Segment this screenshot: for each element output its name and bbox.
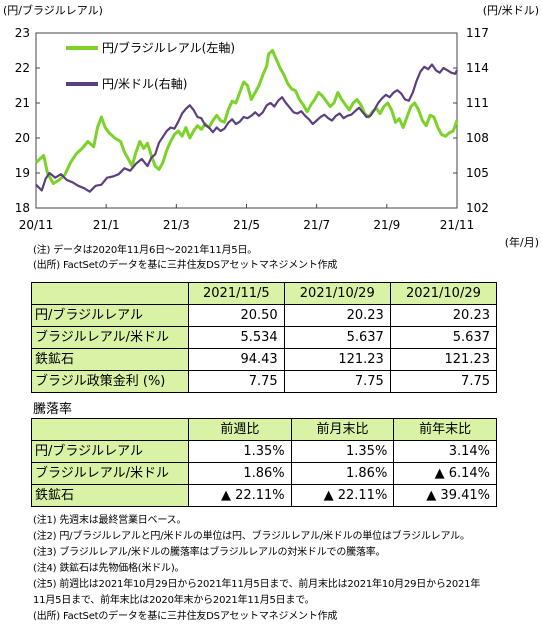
row-label: 円/ブラジルレアル [31,440,189,463]
table-row: ブラジル政策金利 (%) 7.75 7.75 7.75 [31,370,498,393]
header-date-1: 2021/11/5 [188,282,285,305]
row-label: ブラジル政策金利 (%) [31,370,189,393]
table-row: 円/ブラジルレアル 20.50 20.23 20.23 [31,304,498,327]
x-tick-label: 21/3 [163,218,190,232]
header-month: 前月末比 [290,418,395,441]
series-line-jpy-brl [34,49,459,185]
section-title-change-rate: 騰落率 [33,402,73,417]
left-tick-label: 18 [15,201,30,215]
right-tick-label: 111 [466,96,489,110]
table-row: 円/ブラジルレアル 1.35% 1.35% 3.14% [31,440,497,463]
cell-value: 1.86% [290,462,395,485]
rates-table: 2021/11/5 2021/10/29 2021/10/29 円/ブラジルレア… [31,282,498,393]
cell-value: 5.534 [188,326,285,349]
header-date-2: 2021/10/29 [283,282,391,305]
legend-label-usd: 円/米ドル(右軸) [102,76,187,91]
cell-value: 1.35% [290,440,395,463]
x-tick-label: 21/11 [440,218,475,232]
left-tick-label: 19 [15,166,30,180]
left-tick-label: 23 [15,26,30,40]
cell-value: 7.75 [389,370,498,393]
right-tick-label: 102 [466,201,489,215]
x-tick-label: 21/5 [233,218,260,232]
footnote-source: (出所) FactSetのデータを基に三井住友DSアセットマネジメント作成 [33,611,338,622]
legend: 円/ブラジルレアル(左軸) 円/米ドル(右軸) [66,40,235,91]
legend-label-brl: 円/ブラジルレアル(左軸) [102,40,235,55]
exchange-rate-chart: 18 19 20 21 22 23 102 105 108 111 114 117 20/11 21/1 2… [3,3,539,249]
cell-value: ▲ 22.11% [290,484,395,507]
cell-value: 1.35% [188,440,292,463]
cell-value: 5.637 [283,326,391,349]
row-label: ブラジルレアル/米ドル [31,462,189,485]
series-line-jpy-usd [35,63,458,193]
right-axis-unit: (円/米ドル) [483,4,539,17]
left-tick-label: 21 [15,96,30,110]
table-row: ブラジルレアル/米ドル 5.534 5.637 5.637 [31,326,498,349]
left-tick-label: 22 [15,61,30,75]
right-tick-label: 114 [466,61,489,75]
cell-value: 20.23 [389,304,498,327]
x-tick-label: 20/11 [19,218,54,232]
x-tick-label: 21/7 [303,218,330,232]
table-row: ブラジルレアル/米ドル 1.86% 1.86% ▲ 6.14% [31,462,497,485]
cell-value: 7.75 [188,370,285,393]
cell-value: 20.50 [188,304,285,327]
x-axis-unit: (年/月) [505,235,539,249]
cell-value: 94.43 [188,348,285,371]
right-tick-label: 117 [466,26,489,40]
right-tick-label: 108 [466,131,489,145]
chart-note: (注) データは2020年11月6日～2021年11月5日。 [33,245,258,256]
footnote-1: (注1) 先週末は最終営業日ベース。 [33,515,187,526]
cell-value: ▲ 39.41% [393,484,497,507]
change-table-header: 前週比 前月末比 前年末比 [31,418,497,441]
left-tick-label: 20 [15,131,30,145]
cell-value: ▲ 6.14% [393,462,497,485]
change-rate-table: 前週比 前月末比 前年末比 円/ブラジルレアル 1.35% 1.35% 3.14… [31,418,497,507]
right-tick-label: 105 [466,166,489,180]
cell-value: 7.75 [283,370,391,393]
footnote-2: (注2) 円/ブラジルレアルと円/米ドルの単位は円、ブラジルレアル/米ドルの単位… [33,531,470,542]
rates-table-header: 2021/11/5 2021/10/29 2021/10/29 [31,282,498,305]
footnote-5: (注5) 前週比は2021年10月29日から2021年11月5日まで、前月末比は… [33,579,481,590]
header-year: 前年末比 [393,418,497,441]
cell-value: 121.23 [283,348,391,371]
row-label: 鉄鉱石 [31,348,189,371]
header-corner [31,418,189,441]
header-corner [31,282,189,305]
row-label: ブラジルレアル/米ドル [31,326,189,349]
x-tick-label: 21/1 [93,218,120,232]
cell-value: 3.14% [393,440,497,463]
header-week: 前週比 [188,418,292,441]
row-label: 鉄鉱石 [31,484,189,507]
chart-source: (出所) FactSetのデータを基に三井住友DSアセットマネジメント作成 [33,260,338,271]
footnote-3: (注3) ブラジルレアル/米ドルの騰落率はブラジルレアルの対米ドルでの騰落率。 [33,547,386,558]
cell-value: 5.637 [389,326,498,349]
row-label: 円/ブラジルレアル [31,304,189,327]
cell-value: 1.86% [188,462,292,485]
footnote-4: (注4) 鉄鉱石は先物価格(米ドル)。 [33,563,185,574]
cell-value: 20.23 [283,304,391,327]
x-tick-label: 21/9 [373,218,400,232]
header-date-3: 2021/10/29 [389,282,498,305]
cell-value: ▲ 22.11% [188,484,292,507]
table-row: 鉄鉱石 ▲ 22.11% ▲ 22.11% ▲ 39.41% [31,484,497,507]
left-axis-unit: (円/ブラジルレアル) [3,3,103,17]
cell-value: 121.23 [389,348,498,371]
footnote-5-cont: 11月5日まで、前年末比は2020年末から2021年11月5日まで。 [33,595,315,606]
table-row: 鉄鉱石 94.43 121.23 121.23 [31,348,498,371]
